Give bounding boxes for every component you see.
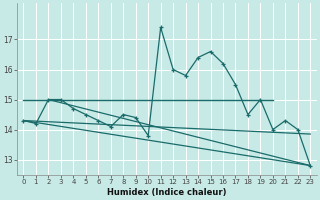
X-axis label: Humidex (Indice chaleur): Humidex (Indice chaleur) xyxy=(107,188,227,197)
